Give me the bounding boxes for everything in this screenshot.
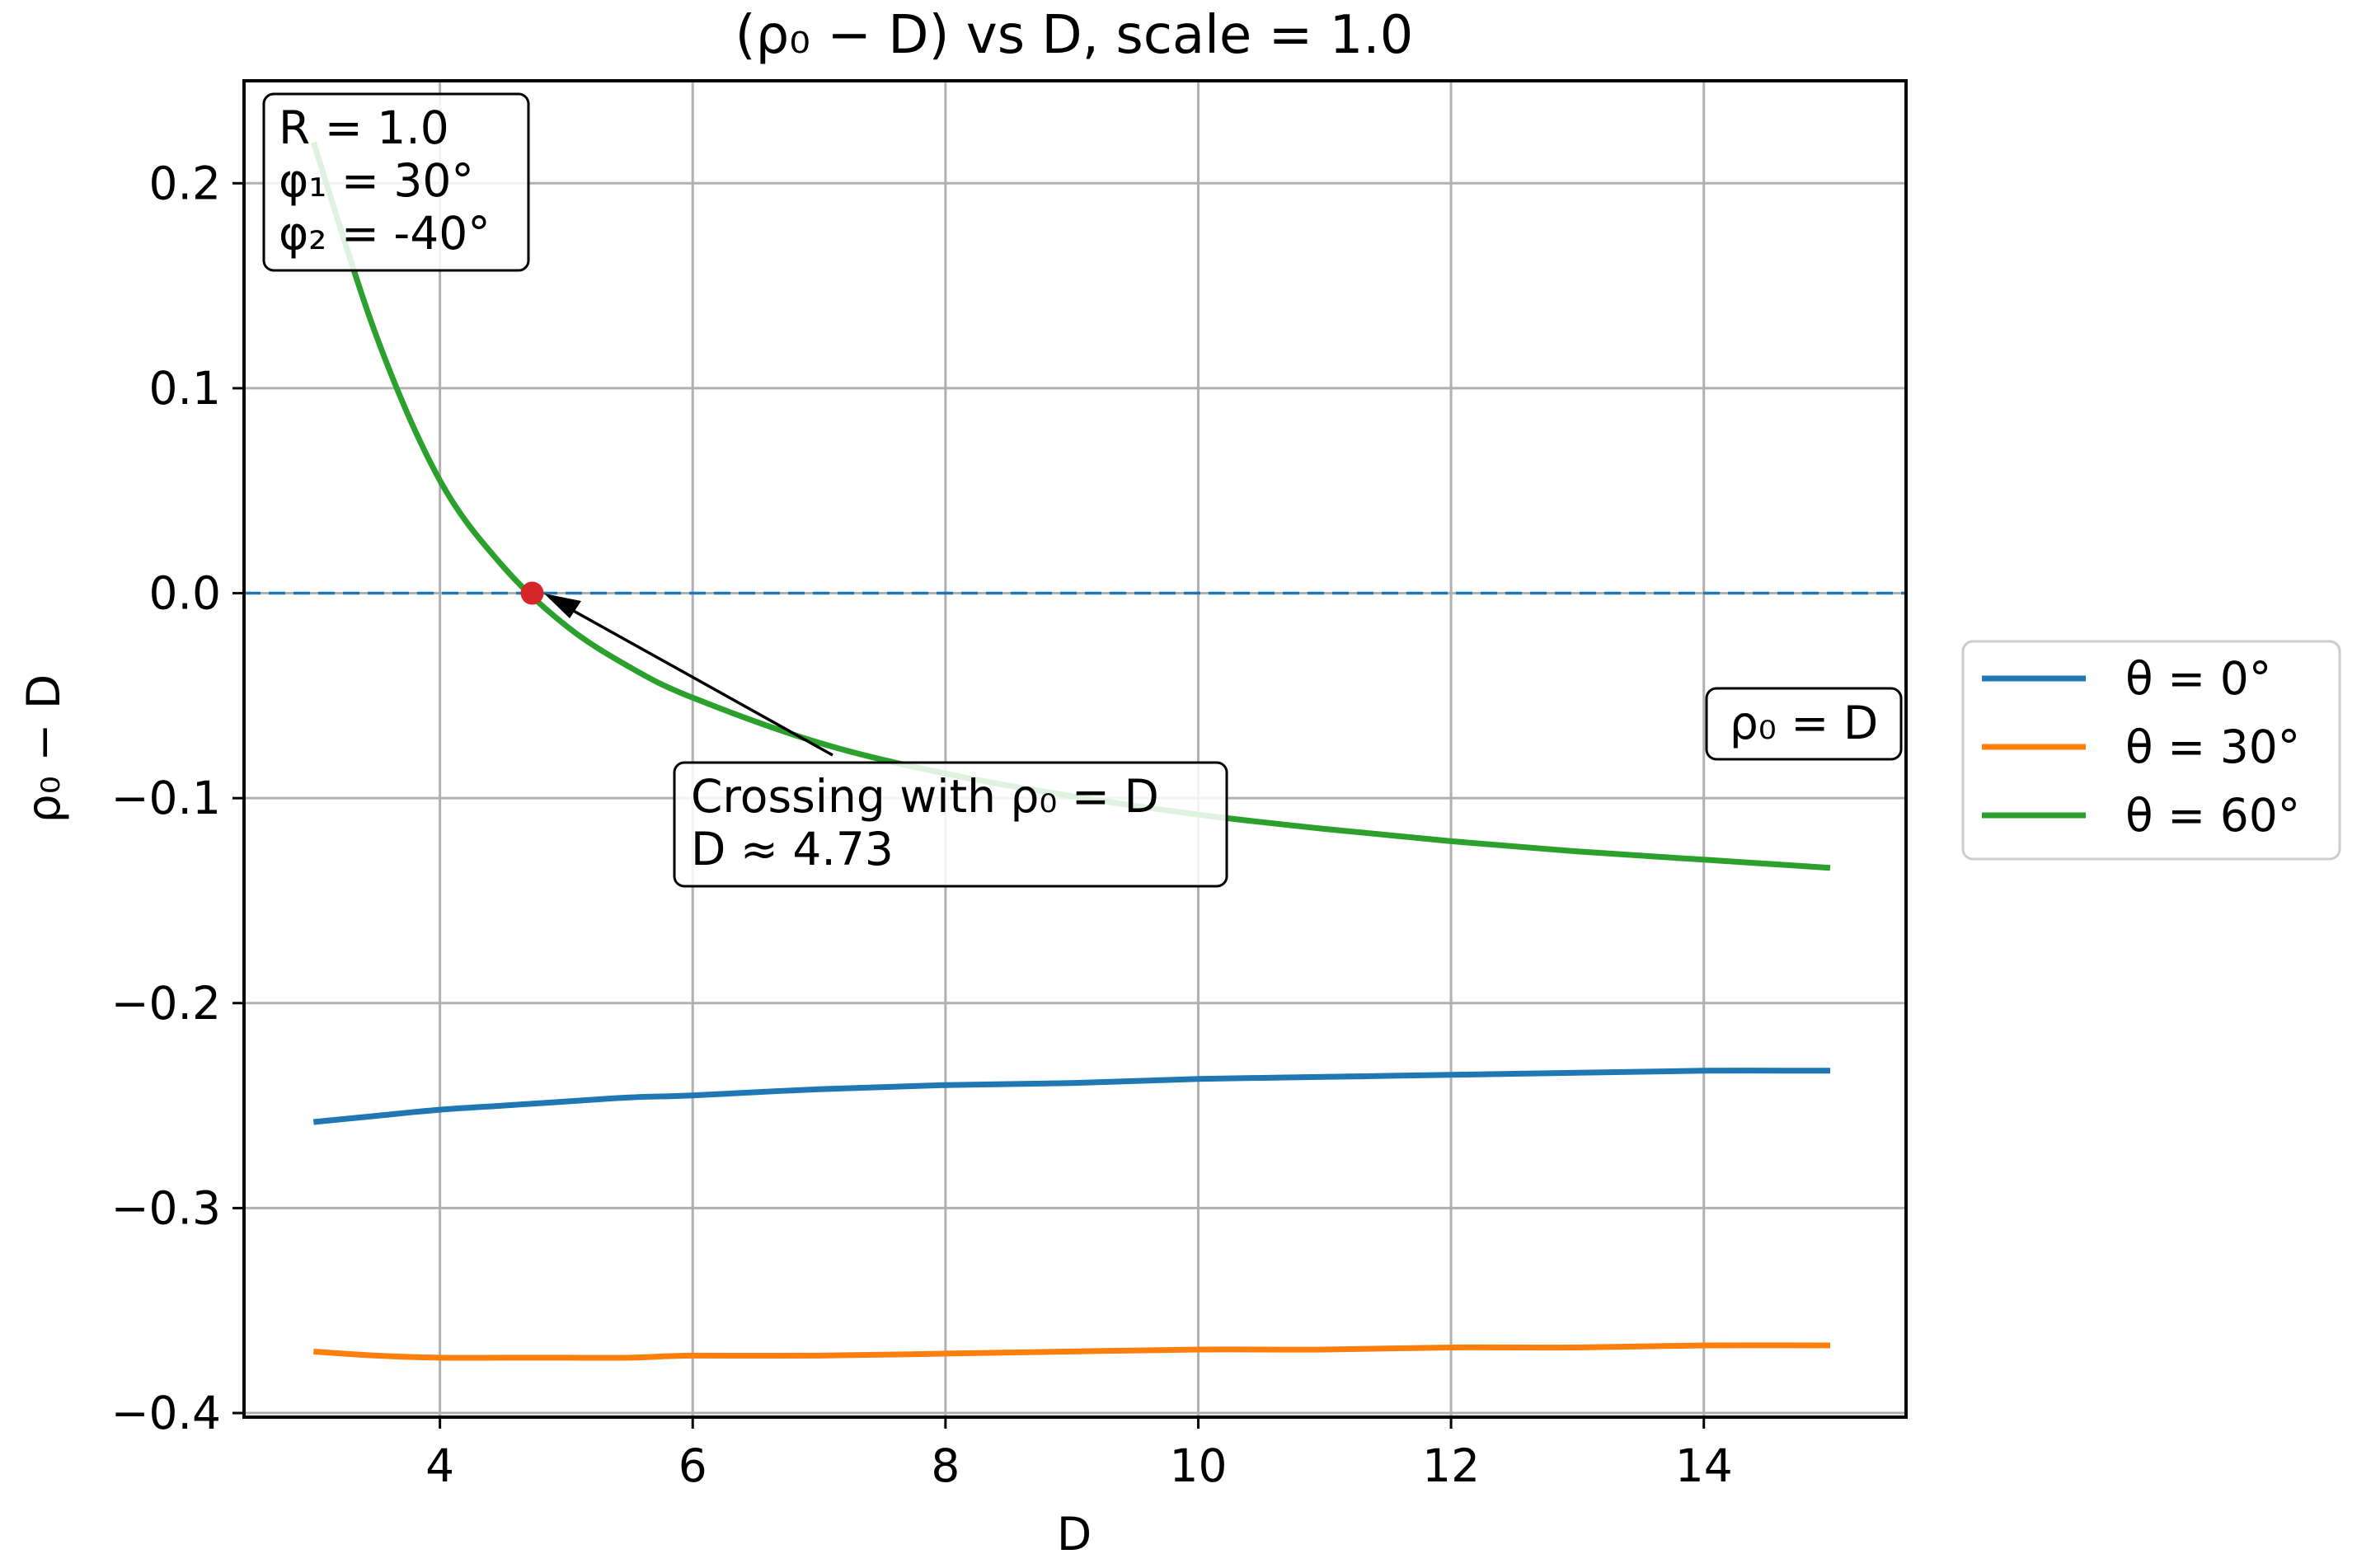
series-line-0 (312, 1068, 1831, 1125)
legend-label-theta-30: θ = 30° (2125, 721, 2300, 773)
reference-label-box (1705, 687, 1903, 761)
y-axis-ticks: 0.2 0.1 0.0 −0.1 −0.2 −0.3 −0.4 (110, 157, 244, 1439)
marker-layer (520, 581, 544, 605)
y-tick-label: −0.4 (110, 1387, 221, 1439)
reference-label-text: ρ₀ = D (1730, 697, 1878, 749)
chart-title: (ρ₀ − D) vs D, scale = 1.0 (735, 5, 1414, 66)
params-line-3: φ₂ = -40° (279, 207, 491, 260)
y-tick-label: −0.1 (110, 772, 221, 824)
x-axis-label: D (1057, 1508, 1092, 1561)
legend-label-theta-60: θ = 60° (2125, 789, 2300, 842)
crossing-box (673, 761, 1228, 888)
params-annotation: R = 1.0 φ₁ = 30° φ₂ = -40° (262, 92, 530, 272)
y-axis-label: ρ₀ − D (17, 674, 70, 823)
crossing-line-2: D ≈ 4.73 (691, 823, 894, 876)
x-tick-label: 4 (425, 1439, 454, 1492)
plot-frame (242, 79, 1908, 1419)
x-tick-label: 10 (1169, 1439, 1227, 1492)
series-line-1 (313, 1342, 1831, 1361)
reference-label: ρ₀ = D (1705, 687, 1903, 761)
x-tick-label: 8 (931, 1439, 960, 1492)
y-tick-label: −0.2 (110, 977, 221, 1030)
x-tick-label: 6 (678, 1439, 707, 1492)
y-tick-label: 0.1 (149, 362, 221, 415)
crossing-arrow-head (544, 594, 581, 618)
crossing-arrow-shaft (556, 600, 833, 757)
y-tick-label: 0.2 (149, 157, 221, 209)
crossing-marker (520, 581, 544, 605)
params-box (262, 92, 530, 272)
params-line-2: φ₁ = 30° (279, 154, 474, 207)
x-tick-label: 12 (1422, 1439, 1480, 1492)
y-tick-label: 0.0 (149, 567, 221, 620)
x-axis-ticks: 4 6 8 10 12 14 (425, 1417, 1733, 1492)
params-line-1: R = 1.0 (279, 101, 449, 154)
legend-frame (1961, 640, 2341, 861)
x-tick-label: 14 (1675, 1439, 1733, 1492)
crossing-annotation: Crossing with ρ₀ = D D ≈ 4.73 (544, 594, 1228, 888)
y-tick-label: −0.3 (110, 1181, 221, 1234)
legend-label-theta-0: θ = 0° (2125, 652, 2271, 705)
crossing-line-1: Crossing with ρ₀ = D (691, 770, 1159, 823)
legend: θ = 0° θ = 30° θ = 60° (1961, 640, 2341, 861)
